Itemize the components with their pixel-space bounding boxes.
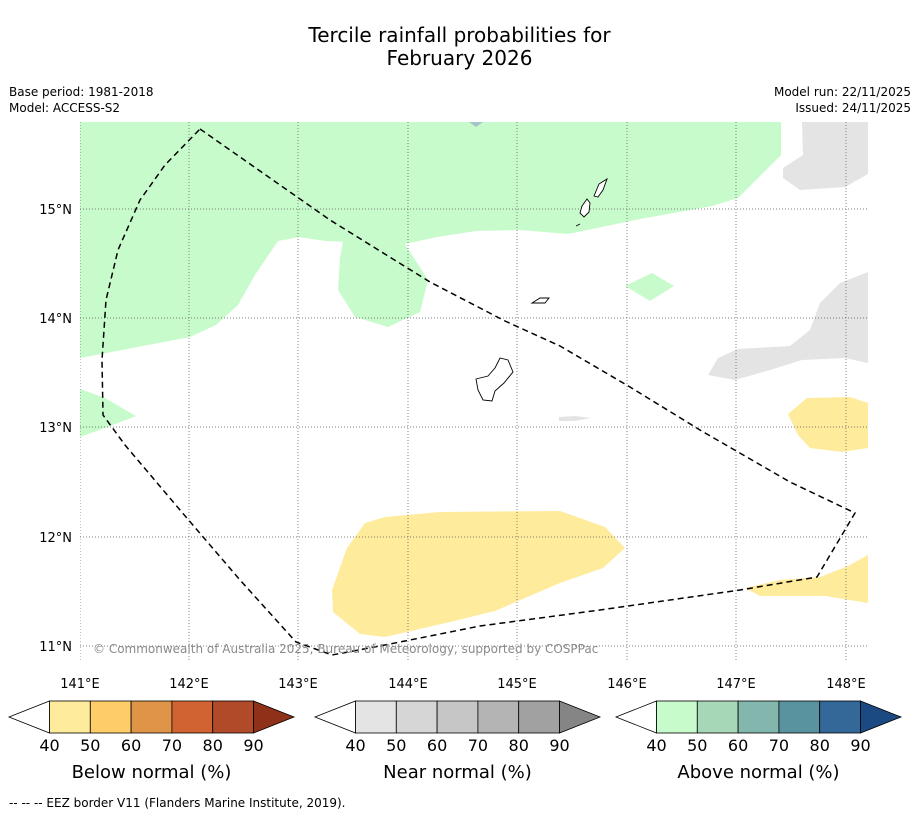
longitude-tick-label: 141°E <box>60 677 100 692</box>
colorbar-segment <box>49 700 91 734</box>
colorbar-segment <box>737 700 780 734</box>
graticule <box>80 122 868 660</box>
model-text: Model: ACCESS-S2 <box>9 101 121 115</box>
colorbar-tick-label: 40 <box>345 736 365 755</box>
colorbar-segment <box>436 700 479 734</box>
colorbar-tick-label: 90 <box>549 736 569 755</box>
colorbar-1: 40 50 60 70 80 90 Below normal (%) <box>7 700 296 783</box>
colorbar-tick-label: 50 <box>386 736 406 755</box>
colorbar-tick-label: 70 <box>468 736 488 755</box>
model-run-text: Model run: 22/11/2025 <box>773 85 911 99</box>
colorbar-segment <box>395 700 438 734</box>
rota-island <box>530 297 550 304</box>
colorbar-tick-label: 80 <box>203 736 223 755</box>
colorbar-segment <box>477 700 520 734</box>
colorbar-tick-label: 90 <box>850 736 870 755</box>
colorbar-segment <box>696 700 739 734</box>
eez-footnote: -- -- -- EEZ border V11 (Flanders Marine… <box>9 796 346 810</box>
copyright-text: © Commonwealth of Australia 2025, Bureau… <box>93 642 598 656</box>
latitude-tick-label: 14°N <box>39 312 72 327</box>
issued-text: Issued: 24/11/2025 <box>795 101 911 115</box>
colorbar-tick-label: 50 <box>687 736 707 755</box>
longitude-tick-label: 148°E <box>826 677 866 692</box>
colorbar-tick-label: 90 <box>243 736 263 755</box>
colorbar-segment <box>656 700 698 734</box>
colorbar-tick-label: 40 <box>39 736 59 755</box>
colorbar-tick-label: 80 <box>810 736 830 755</box>
colorbar-segment <box>819 700 861 734</box>
chart-title-line2: February 2026 <box>386 46 533 70</box>
latitude-tick-label: 11°N <box>39 640 72 655</box>
above-normal-region-west <box>80 389 136 437</box>
tinian-island <box>579 198 591 218</box>
colorbar-segment <box>130 700 173 734</box>
eez-border <box>101 128 857 656</box>
near-normal-region-small <box>559 416 591 421</box>
colorbar-title: Near normal (%) <box>383 762 532 783</box>
colorbar-extend-low <box>313 700 356 734</box>
map-panel <box>80 122 868 660</box>
longitude-tick-label: 145°E <box>497 677 537 692</box>
guam-island <box>475 357 514 402</box>
colorbar-extend-low <box>7 700 50 734</box>
colorbar-segment <box>778 700 821 734</box>
colorbar-tick-label: 60 <box>728 736 748 755</box>
below-normal-region-east <box>788 397 868 452</box>
colorbar-extend-high <box>253 700 296 734</box>
longitude-labels: 141°E 142°E 143°E 144°E 145°E 146°E 147°E 148°E <box>60 677 866 692</box>
longitude-tick-label: 147°E <box>716 677 756 692</box>
above-normal-region-north <box>80 122 781 358</box>
colorbar-tick-label: 60 <box>121 736 141 755</box>
colorbar-3: 40 50 60 70 80 90 Above normal (%) <box>614 700 903 783</box>
near-normal-region-ne <box>783 122 868 190</box>
saipan-island <box>593 177 608 198</box>
below-normal-region-south <box>332 511 625 637</box>
chart-title-line1: Tercile rainfall probabilities for <box>308 23 611 47</box>
colorbar-tick-label: 70 <box>769 736 789 755</box>
base-period-text: Base period: 1981-2018 <box>9 85 154 99</box>
colorbar-extend-low <box>614 700 657 734</box>
longitude-tick-label: 143°E <box>278 677 318 692</box>
colorbar-tick-label: 60 <box>427 736 447 755</box>
longitude-tick-label: 146°E <box>607 677 647 692</box>
above-normal-region-tongue <box>338 241 428 327</box>
latitude-tick-label: 12°N <box>39 531 72 546</box>
colorbar-segment <box>212 700 254 734</box>
colorbar-segment <box>518 700 560 734</box>
colorbar-segment <box>89 700 132 734</box>
colorbars: 40 50 60 70 80 90 Below normal (%) 40 50 60 70 80 90… <box>7 700 903 783</box>
colorbar-tick-label: 50 <box>80 736 100 755</box>
latitude-labels: 15°N 14°N 13°N 12°N 11°N <box>39 203 72 655</box>
colorbar-extend-high <box>860 700 903 734</box>
aguijan-island <box>575 223 581 227</box>
colorbar-extend-high <box>559 700 602 734</box>
longitude-tick-label: 142°E <box>169 677 209 692</box>
latitude-tick-label: 13°N <box>39 421 72 436</box>
longitude-tick-label: 144°E <box>388 677 428 692</box>
colorbar-title: Above normal (%) <box>677 762 839 783</box>
colorbar-tick-label: 70 <box>162 736 182 755</box>
colorbar-title: Below normal (%) <box>72 762 232 783</box>
colorbar-tick-label: 80 <box>509 736 529 755</box>
colorbar-segment <box>171 700 214 734</box>
above-normal-region-top <box>469 122 483 127</box>
colorbar-tick-label: 40 <box>646 736 666 755</box>
colorbar-2: 40 50 60 70 80 90 Near normal (%) <box>313 700 602 783</box>
latitude-tick-label: 15°N <box>39 203 72 218</box>
colorbar-segment <box>355 700 397 734</box>
near-normal-region-e <box>708 272 868 380</box>
above-normal-region-east <box>625 273 674 301</box>
